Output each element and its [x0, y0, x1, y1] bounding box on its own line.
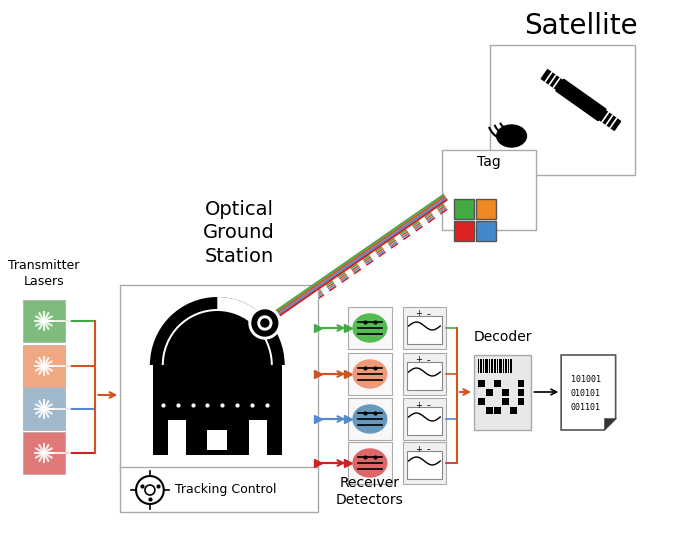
Text: 001101: 001101	[571, 403, 601, 412]
Text: +: +	[415, 444, 422, 453]
FancyBboxPatch shape	[518, 389, 525, 396]
FancyBboxPatch shape	[499, 359, 501, 373]
FancyBboxPatch shape	[486, 389, 493, 396]
FancyBboxPatch shape	[454, 221, 474, 241]
FancyBboxPatch shape	[23, 432, 64, 474]
Text: 101001: 101001	[571, 375, 601, 384]
FancyBboxPatch shape	[501, 398, 509, 405]
Text: Tag: Tag	[477, 155, 501, 169]
FancyBboxPatch shape	[443, 150, 536, 230]
FancyBboxPatch shape	[478, 359, 479, 373]
FancyBboxPatch shape	[518, 398, 525, 405]
Text: Decoder: Decoder	[473, 330, 532, 344]
FancyBboxPatch shape	[120, 467, 319, 512]
Polygon shape	[561, 355, 616, 430]
FancyBboxPatch shape	[23, 300, 64, 342]
FancyBboxPatch shape	[501, 389, 509, 396]
FancyBboxPatch shape	[478, 380, 485, 387]
FancyBboxPatch shape	[23, 388, 64, 430]
Circle shape	[252, 310, 277, 336]
Polygon shape	[541, 69, 564, 90]
Wedge shape	[164, 311, 271, 365]
FancyBboxPatch shape	[348, 398, 392, 440]
FancyBboxPatch shape	[494, 380, 501, 387]
FancyBboxPatch shape	[505, 359, 507, 373]
Circle shape	[249, 307, 281, 339]
Polygon shape	[598, 110, 621, 130]
FancyBboxPatch shape	[168, 420, 186, 455]
Ellipse shape	[353, 360, 387, 388]
Polygon shape	[603, 418, 616, 430]
FancyBboxPatch shape	[476, 199, 496, 219]
FancyBboxPatch shape	[407, 407, 443, 435]
FancyBboxPatch shape	[497, 359, 498, 373]
Text: Tracking Control: Tracking Control	[175, 483, 276, 497]
FancyBboxPatch shape	[403, 307, 446, 349]
FancyBboxPatch shape	[478, 398, 485, 405]
Polygon shape	[556, 80, 606, 121]
FancyBboxPatch shape	[518, 380, 525, 387]
Wedge shape	[150, 297, 285, 365]
Text: -: -	[427, 355, 430, 365]
Text: Receiver
Detectors: Receiver Detectors	[336, 476, 403, 507]
FancyBboxPatch shape	[490, 45, 636, 175]
Ellipse shape	[353, 314, 387, 342]
FancyBboxPatch shape	[407, 316, 443, 344]
Text: Optical
Ground
Station: Optical Ground Station	[203, 200, 275, 266]
FancyBboxPatch shape	[120, 285, 319, 470]
FancyBboxPatch shape	[476, 221, 496, 241]
FancyBboxPatch shape	[508, 359, 509, 373]
FancyBboxPatch shape	[485, 359, 488, 373]
FancyBboxPatch shape	[249, 420, 267, 455]
Text: +: +	[415, 356, 422, 365]
FancyBboxPatch shape	[208, 430, 227, 450]
Ellipse shape	[497, 125, 527, 147]
Circle shape	[261, 319, 269, 327]
FancyBboxPatch shape	[454, 199, 474, 219]
Ellipse shape	[353, 449, 387, 477]
Text: -: -	[427, 444, 430, 454]
Text: +: +	[415, 310, 422, 318]
Text: Transmitter
Lasers: Transmitter Lasers	[8, 259, 79, 288]
Text: 010101: 010101	[571, 389, 601, 398]
FancyBboxPatch shape	[510, 407, 516, 414]
FancyBboxPatch shape	[407, 451, 443, 479]
FancyBboxPatch shape	[348, 353, 392, 395]
FancyBboxPatch shape	[480, 359, 482, 373]
FancyBboxPatch shape	[153, 365, 282, 455]
Wedge shape	[217, 297, 256, 365]
FancyBboxPatch shape	[489, 359, 490, 373]
FancyBboxPatch shape	[490, 359, 493, 373]
FancyBboxPatch shape	[494, 407, 501, 414]
FancyBboxPatch shape	[348, 307, 392, 349]
FancyBboxPatch shape	[403, 442, 446, 484]
Text: -: -	[427, 309, 430, 319]
FancyBboxPatch shape	[510, 359, 512, 373]
FancyBboxPatch shape	[23, 345, 64, 387]
Circle shape	[258, 316, 272, 330]
Text: +: +	[415, 400, 422, 410]
FancyBboxPatch shape	[403, 353, 446, 395]
FancyBboxPatch shape	[483, 359, 484, 373]
FancyBboxPatch shape	[407, 362, 443, 390]
Text: -: -	[427, 400, 430, 410]
FancyBboxPatch shape	[494, 359, 496, 373]
FancyBboxPatch shape	[474, 355, 532, 430]
FancyBboxPatch shape	[486, 407, 493, 414]
Wedge shape	[162, 309, 273, 365]
Ellipse shape	[353, 405, 387, 433]
FancyBboxPatch shape	[348, 442, 392, 484]
FancyBboxPatch shape	[403, 398, 446, 440]
Text: Satellite: Satellite	[524, 12, 638, 40]
